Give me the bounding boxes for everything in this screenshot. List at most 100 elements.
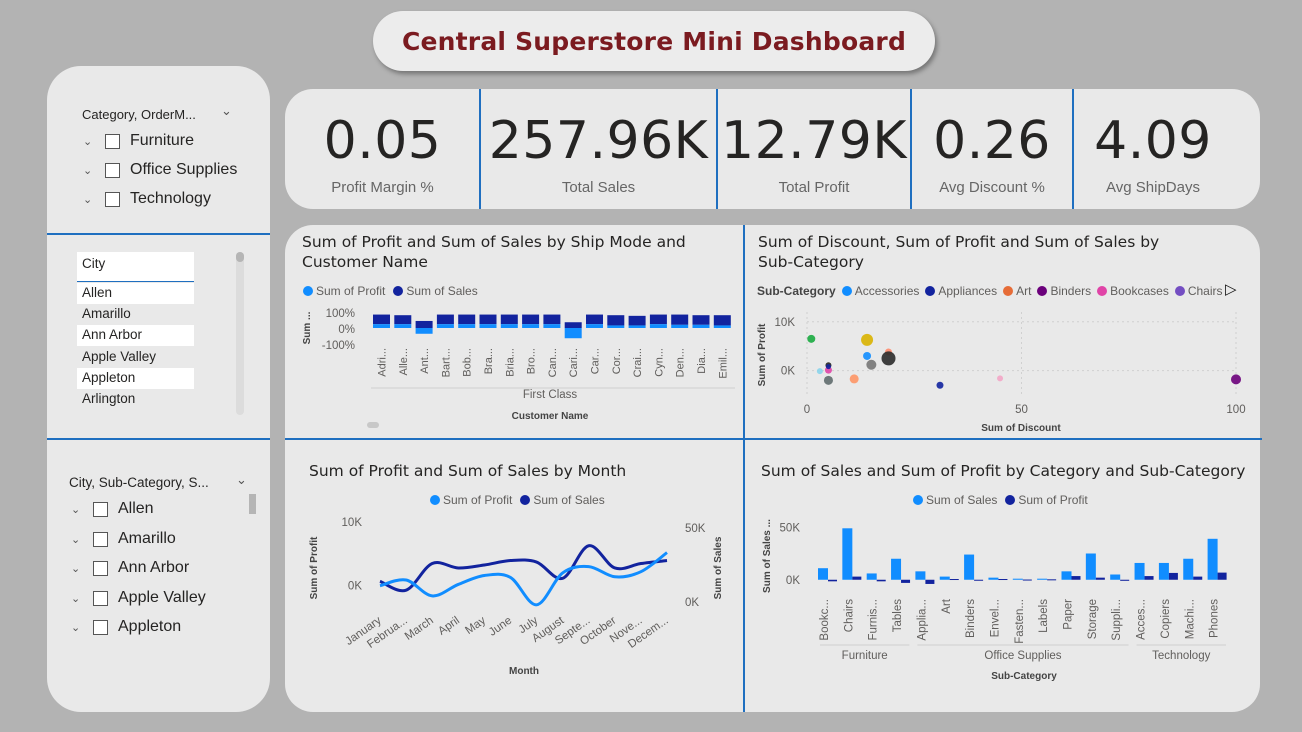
bar-profit [828, 579, 837, 582]
checkbox[interactable] [105, 162, 120, 178]
bar-sales [842, 528, 853, 580]
chevron-down-icon[interactable]: ⌄ [71, 533, 81, 546]
scatter-point [881, 351, 896, 366]
bar-profit [1120, 579, 1130, 581]
kpi-value: 0.05 [323, 111, 442, 171]
chart-title-month: Sum of Profit and Sum of Sales by Month [309, 462, 627, 480]
y-tick-label: 100% [326, 308, 355, 320]
city-search-input[interactable]: City [77, 252, 194, 282]
bar-profit [713, 325, 731, 328]
bar-sales [1183, 558, 1194, 580]
x-tick-label: Can... [547, 348, 559, 377]
city-subcategory-slicer-header: City, Sub-Category, S... [69, 475, 209, 490]
scatter-point [936, 381, 944, 389]
checkbox[interactable] [105, 133, 120, 149]
slicer-scrollbar-thumb[interactable] [249, 494, 256, 514]
city-subcategory-slicer-item[interactable]: ⌄ Appleton [71, 618, 182, 635]
x-tick-label: Cari... [568, 348, 580, 377]
bar-sales [1037, 578, 1048, 580]
chevron-down-icon[interactable]: ⌄ [83, 135, 93, 148]
category-slicer-item[interactable]: ⌄ Office Supplies [83, 161, 238, 178]
x-tick-label: Cyn... [653, 348, 665, 377]
legend-dot-icon [1005, 495, 1016, 505]
chevron-down-icon[interactable]: ⌄ [83, 164, 93, 177]
checkbox[interactable] [105, 191, 120, 207]
y-tick-label: 0K [348, 581, 362, 593]
chevron-down-icon[interactable]: ⌄ [71, 503, 81, 516]
city-subcategory-slicer-item[interactable]: ⌄ Allen [71, 500, 154, 517]
x-tick-label: 0 [804, 404, 810, 416]
kpi-total-sales: 257.96K Total Sales [480, 89, 717, 209]
checkbox[interactable] [93, 501, 108, 517]
city-scrollbar-track[interactable] [236, 252, 244, 415]
y-axis-label: Sum ... [302, 311, 313, 344]
city-list-item[interactable]: Allen [77, 283, 194, 304]
x-tick-label: Den... [675, 348, 687, 377]
bar-sales [373, 314, 390, 325]
chevron-down-icon[interactable]: ⌄ [236, 472, 247, 487]
checkbox[interactable] [93, 619, 108, 635]
x-tick-label: Binders [965, 599, 977, 638]
bar-profit [1193, 576, 1203, 580]
x-tick-label: Machi... [1184, 599, 1196, 639]
bar-sales [1134, 562, 1145, 580]
chevron-down-icon[interactable]: ⌄ [71, 621, 81, 634]
city-list-item[interactable]: Apple Valley [82, 349, 157, 364]
x-tick-label: Emil... [717, 348, 729, 379]
category-slicer-item[interactable]: ⌄ Technology [83, 190, 211, 207]
city-subcategory-slicer-item[interactable]: ⌄ Amarillo [71, 530, 176, 547]
y-tick-label: -100% [322, 340, 355, 352]
checkbox[interactable] [93, 531, 108, 547]
kpi-label: Total Sales [561, 179, 636, 196]
bar-profit [543, 324, 561, 328]
y-axis-label: Sum of Profit [757, 323, 768, 386]
charts-panel [285, 225, 1260, 712]
bar-profit [1022, 579, 1032, 581]
y-axis-label: Sum of Profit [309, 536, 320, 599]
group-label: Furniture [842, 650, 888, 662]
scatter-point [1231, 374, 1241, 385]
chart-divider [743, 225, 745, 712]
scatter-point [823, 375, 833, 385]
legend-dot-icon [841, 286, 852, 296]
city-list-item[interactable]: Arlington [82, 391, 136, 406]
chevron-down-icon[interactable]: ⌄ [83, 193, 93, 206]
chevron-down-icon[interactable]: ⌄ [221, 103, 232, 118]
kpi-label: Avg Discount % [939, 179, 1045, 196]
slicer-divider [47, 438, 270, 440]
bar-sales [1012, 578, 1023, 580]
bar-sales [891, 558, 902, 580]
bar-sales [543, 314, 561, 325]
bar-profit [974, 579, 984, 581]
y-tick-label: 10K [342, 517, 363, 529]
line-profit [379, 551, 668, 607]
chevron-down-icon[interactable]: ⌄ [71, 562, 81, 575]
bar-profit [628, 325, 646, 328]
city-scrollbar-thumb[interactable] [236, 252, 244, 262]
city-list-item[interactable]: Appleton [77, 368, 194, 389]
bar-sales [1085, 553, 1096, 580]
bar-sales [394, 315, 412, 325]
city-subcategory-slicer-item[interactable]: ⌄ Apple Valley [71, 589, 206, 606]
bar-profit [436, 324, 454, 328]
city-subcategory-slicer-item[interactable]: ⌄ Ann Arbor [71, 559, 190, 576]
x-tick-label: Envel... [989, 599, 1001, 637]
horizontal-scrollbar-thumb [367, 422, 379, 428]
x-axis-label: Customer Name [512, 411, 589, 422]
chart-title-shipmode: Sum of Profit and Sum of Sales by Ship M… [302, 233, 686, 271]
city-list-item[interactable]: Amarillo [82, 306, 131, 321]
group-label: Office Supplies [984, 650, 1061, 662]
category-slicer-item[interactable]: ⌄ Furniture [83, 132, 195, 149]
category-slicer-header: Category, OrderM... [82, 107, 196, 122]
bar-sales [458, 314, 476, 325]
city-list-item[interactable]: Ann Arbor [77, 325, 194, 346]
chevron-down-icon[interactable]: ⌄ [71, 592, 81, 605]
slicer-panel [47, 66, 270, 712]
checkbox[interactable] [93, 590, 108, 606]
checkbox[interactable] [93, 560, 108, 576]
x-tick-label: 100 [1226, 404, 1245, 416]
x-tick-label: Car... [590, 348, 602, 374]
legend-next-arrow-icon[interactable]: ▷ [1225, 281, 1237, 298]
bar-profit [1144, 576, 1154, 580]
bar-sales [522, 314, 540, 325]
